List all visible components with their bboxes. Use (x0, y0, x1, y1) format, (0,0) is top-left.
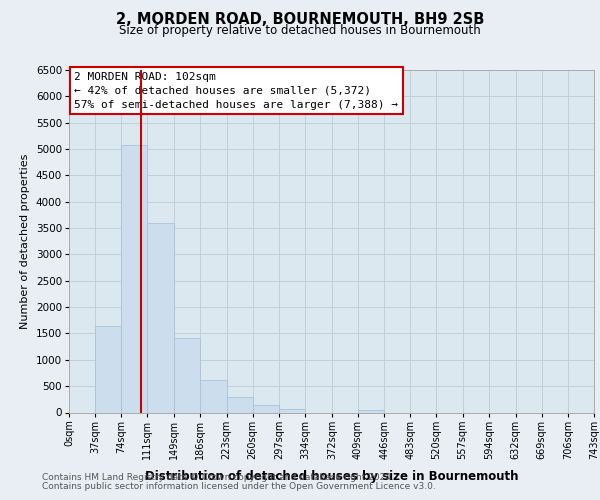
Bar (200, 380, 227, 412)
Bar (253, 405, 279, 412)
Text: 2 MORDEN ROAD: 102sqm
← 42% of detached houses are smaller (5,372)
57% of semi-d: 2 MORDEN ROAD: 102sqm ← 42% of detached … (74, 72, 398, 110)
Y-axis label: Number of detached properties: Number of detached properties (20, 154, 30, 329)
Text: Contains HM Land Registry data © Crown copyright and database right 2024.: Contains HM Land Registry data © Crown c… (42, 472, 394, 482)
Bar (279, 410, 305, 412)
Text: Size of property relative to detached houses in Bournemouth: Size of property relative to detached ho… (119, 24, 481, 37)
Bar (95, 326, 121, 412)
Bar (121, 145, 148, 412)
X-axis label: Distribution of detached houses by size in Bournemouth: Distribution of detached houses by size … (145, 470, 518, 483)
Bar (148, 224, 174, 412)
Text: 2, MORDEN ROAD, BOURNEMOUTH, BH9 2SB: 2, MORDEN ROAD, BOURNEMOUTH, BH9 2SB (116, 12, 484, 28)
Bar (174, 338, 200, 412)
Bar (227, 396, 253, 412)
Text: Contains public sector information licensed under the Open Government Licence v3: Contains public sector information licen… (42, 482, 436, 491)
Bar (358, 410, 384, 412)
